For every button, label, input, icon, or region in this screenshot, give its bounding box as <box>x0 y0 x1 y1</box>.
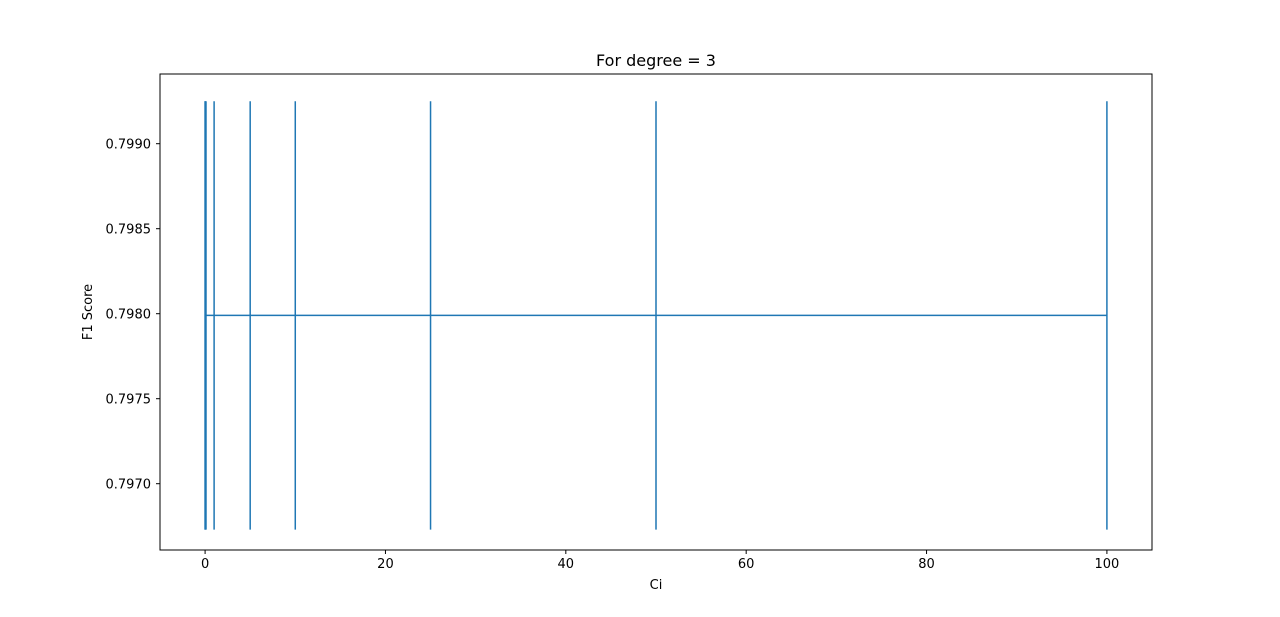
y-axis: 0.7970 0.7975 0.7980 0.7985 0.7990 <box>106 138 160 493</box>
x-tick-label: 20 <box>377 557 394 572</box>
x-tick-label: 0 <box>201 557 209 572</box>
plot-area <box>204 101 1108 530</box>
y-axis-label: F1 Score <box>81 284 96 340</box>
y-tick-label: 0.7980 <box>106 308 152 323</box>
x-axis: 0 20 40 60 80 100 <box>201 550 1119 572</box>
x-tick-label: 80 <box>918 557 935 572</box>
y-tick-label: 0.7975 <box>106 393 152 408</box>
y-tick-label: 0.7990 <box>106 138 152 153</box>
y-tick-label: 0.7970 <box>106 478 152 493</box>
x-axis-label: Ci <box>650 578 663 593</box>
x-tick-label: 40 <box>558 557 575 572</box>
x-tick-label: 100 <box>1094 557 1119 572</box>
x-tick-label: 60 <box>738 557 755 572</box>
chart-title: For degree = 3 <box>596 51 716 70</box>
axes-frame <box>159 73 1153 551</box>
y-tick-label: 0.7985 <box>106 223 152 238</box>
